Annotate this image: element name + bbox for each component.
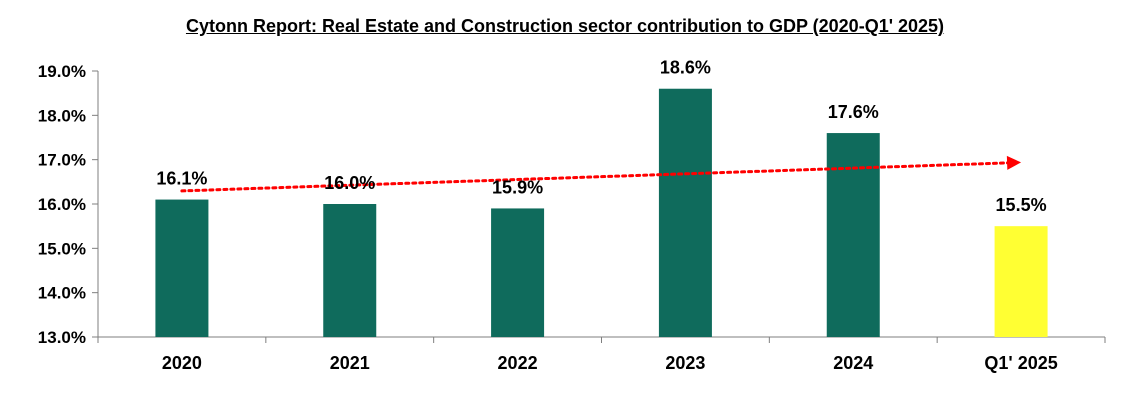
data-label: 16.1% [156, 169, 207, 189]
y-tick-label: 16.0% [38, 195, 86, 214]
y-tick-label: 18.0% [38, 106, 86, 125]
data-label: 15.5% [996, 195, 1047, 215]
data-labels: 16.1% 16.0% 15.9% 18.6% 17.6% 15.5% [156, 58, 1046, 215]
data-label: 17.6% [828, 102, 879, 122]
x-tick-label: 2020 [162, 353, 202, 373]
bar-2023 [658, 88, 712, 337]
x-tick-label: 2022 [498, 353, 538, 373]
y-tick-label: 17.0% [38, 151, 86, 170]
data-label: 15.9% [492, 177, 543, 197]
bar-2021 [323, 204, 377, 337]
trendline [180, 155, 1022, 193]
x-tick-label: 2024 [833, 353, 873, 373]
x-axis: 2020 2021 2022 2023 2024 Q1' 2025 [97, 336, 1106, 373]
chart-title: Cytonn Report: Real Estate and Construct… [185, 16, 945, 36]
data-label: 16.0% [324, 173, 375, 193]
bar-2020 [155, 199, 209, 337]
bar-2024 [826, 133, 880, 337]
bars [155, 88, 1048, 337]
trendline-line [180, 161, 1011, 193]
y-tick-label: 19.0% [38, 62, 86, 81]
x-tick-label: Q1' 2025 [984, 353, 1057, 373]
x-tick-label: 2021 [330, 353, 370, 373]
trendline-arrowhead [1006, 155, 1022, 170]
bar-2022 [491, 208, 545, 337]
x-tick-label: 2023 [665, 353, 705, 373]
y-tick-label: 14.0% [38, 284, 86, 303]
y-axis: 13.0% 14.0% 15.0% 16.0% 17.0% 18.0% 19.0% [38, 62, 99, 347]
bar-Q1' 2025 [994, 226, 1048, 337]
y-tick-label: 15.0% [38, 239, 86, 258]
data-label: 18.6% [660, 58, 711, 78]
y-tick-label: 13.0% [38, 328, 86, 347]
